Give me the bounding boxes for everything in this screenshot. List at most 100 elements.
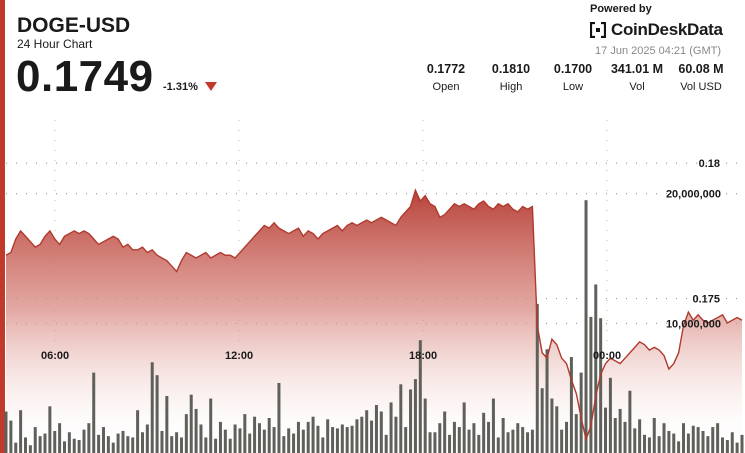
volume-bar <box>24 437 27 453</box>
volume-bar <box>643 434 647 453</box>
volume-bar <box>623 421 627 453</box>
volume-bar <box>326 419 330 453</box>
volume-bar <box>72 438 76 453</box>
stat-high: 0.1810 High <box>481 62 541 93</box>
stat-vol-usd: 60.08 M Vol USD <box>671 62 731 93</box>
stat-value: 0.1700 <box>553 62 593 76</box>
volume-bar <box>613 418 617 453</box>
volume-bar <box>418 340 422 453</box>
volume-bar <box>257 423 261 453</box>
volume-bar <box>282 436 286 453</box>
volume-bar <box>594 284 598 453</box>
volume-bar <box>716 423 720 453</box>
volume-bar <box>360 416 364 453</box>
volume-bar <box>262 429 266 453</box>
volume-bar <box>101 427 105 453</box>
volume-bar <box>287 428 291 453</box>
volume-bar <box>496 437 500 453</box>
stat-label: Vol USD <box>680 81 722 93</box>
x-tick-label: 00:00 <box>593 350 621 362</box>
volume-bar <box>394 416 398 453</box>
volume-bar <box>526 432 530 453</box>
coindesk-logo-icon <box>589 21 607 39</box>
stat-value: 60.08 M <box>678 62 724 76</box>
stat-label: Vol <box>629 81 645 93</box>
volume-bar <box>448 434 452 453</box>
volume-bar <box>482 412 486 453</box>
volume-bar <box>647 437 651 453</box>
volume-bar <box>384 434 388 453</box>
volume-bar <box>335 428 339 453</box>
volume-bar <box>19 410 23 453</box>
volume-bar <box>301 429 305 453</box>
volume-bar <box>345 427 349 453</box>
stat-open: 0.1772 Open <box>416 62 476 93</box>
volume-bar <box>409 389 413 453</box>
volume-bar <box>223 429 227 453</box>
volume-bar <box>574 414 578 453</box>
volume-bar <box>540 388 544 453</box>
volume-bar <box>92 372 96 453</box>
volume-bar <box>457 427 461 453</box>
volume-bar <box>131 437 135 453</box>
volume-bar <box>209 398 213 453</box>
volume-bar <box>121 430 125 453</box>
volume-bar <box>67 432 71 453</box>
volume-bar <box>589 316 593 453</box>
volume-bar <box>248 433 252 453</box>
volume-bar <box>711 427 715 453</box>
volume-bar <box>638 419 642 453</box>
volume-bar <box>467 429 471 453</box>
volume-bar <box>506 432 510 453</box>
volume-bar <box>433 432 437 453</box>
stat-value: 0.1772 <box>426 62 466 76</box>
volume-bar <box>58 423 62 453</box>
volume-bar <box>686 433 690 453</box>
volume-bar <box>277 382 281 453</box>
volume-bar <box>672 433 676 453</box>
volume-bar <box>175 432 179 453</box>
stat-label: Low <box>562 81 584 93</box>
volume-bar <box>350 425 354 453</box>
price-line <box>5 188 743 442</box>
x-tick-label: 06:00 <box>41 350 69 362</box>
powered-by-label: Powered by <box>590 3 652 15</box>
brand-logo[interactable]: CoinDeskData <box>589 20 723 40</box>
volume-bar <box>569 357 573 453</box>
volume-bar <box>238 428 242 453</box>
volume-bar <box>111 442 115 453</box>
volume-bar <box>296 421 300 453</box>
volume-bar <box>579 372 583 453</box>
volume-bar <box>652 418 656 453</box>
volume-bar <box>633 428 637 453</box>
volume-bar <box>725 440 729 453</box>
volume-bar <box>550 398 554 453</box>
current-price: 0.1749 <box>16 52 154 101</box>
volume-bar <box>428 432 432 453</box>
volume-bars <box>4 200 744 453</box>
volume-bar <box>179 437 183 453</box>
volume-bar <box>608 377 612 453</box>
stat-label: High <box>499 81 523 93</box>
volume-bar <box>370 420 374 453</box>
volume-bar <box>218 421 222 453</box>
volume-bar <box>184 414 188 453</box>
volume-bar <box>404 427 408 453</box>
volume-bar <box>491 398 495 453</box>
stat-vol: 341.01 M Vol <box>607 62 667 93</box>
volume-bar <box>374 405 378 453</box>
volume-bar <box>253 416 257 453</box>
volume-axis-label: 20,000,000 <box>666 189 721 201</box>
volume-bar <box>199 424 203 453</box>
volume-bar <box>340 424 344 453</box>
volume-bar <box>530 429 534 453</box>
volume-bar <box>355 419 359 453</box>
price-change: -1.31% <box>163 81 198 93</box>
volume-bar <box>604 407 608 453</box>
volume-bar <box>189 394 193 453</box>
volume-bar <box>306 421 310 453</box>
volume-bar <box>535 303 539 453</box>
volume-bar <box>516 423 520 453</box>
stat-label: Open <box>432 81 460 93</box>
volume-bar <box>521 427 525 453</box>
